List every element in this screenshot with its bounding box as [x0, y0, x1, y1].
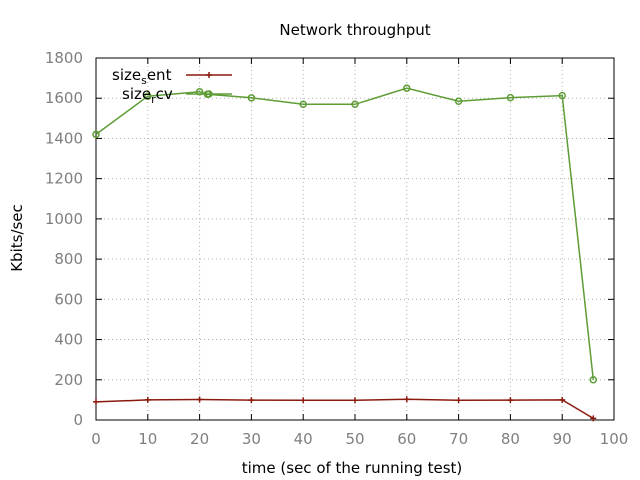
data-point [144, 396, 151, 403]
data-point [558, 91, 566, 100]
y-axis: 0 200 400 600 800 1000 1200 1400 1600 1800 [45, 49, 614, 429]
data-point [144, 92, 152, 100]
y-tick-label: 0 [73, 411, 83, 429]
series-size-sent [93, 396, 597, 422]
data-point [507, 397, 514, 404]
data-point [351, 100, 359, 109]
x-tick-label: 80 [501, 430, 520, 448]
data-point [195, 88, 204, 96]
series-line [95, 398, 594, 420]
data-point [403, 396, 410, 403]
chart-title: Network throughput [279, 21, 430, 39]
data-point [589, 376, 598, 384]
data-point [403, 84, 411, 92]
series-layer [92, 84, 598, 422]
x-tick-label: 10 [138, 430, 157, 448]
legend-label: sizesent [112, 66, 172, 87]
data-point [590, 415, 597, 422]
data-point [506, 93, 515, 102]
y-tick-label: 200 [54, 371, 83, 389]
x-tick-label: 100 [600, 430, 629, 448]
y-tick-label: 1000 [45, 210, 83, 228]
legend-entry-size-rcv: sizercv [122, 85, 232, 106]
y-tick-label: 1600 [45, 89, 83, 107]
series-size-rcv [92, 84, 598, 384]
legend-entry-size-sent: sizesent [112, 66, 232, 87]
data-point [247, 94, 256, 102]
data-point [455, 397, 462, 404]
series-line [95, 87, 595, 380]
data-point [248, 397, 255, 404]
data-point [93, 398, 99, 405]
x-axis-title: time (sec of the running test) [242, 459, 463, 477]
y-tick-label: 600 [54, 290, 83, 308]
y-axis-title: Kbits/sec [8, 204, 26, 272]
x-tick-label: 90 [553, 430, 572, 448]
x-tick-label: 50 [345, 430, 364, 448]
grid [96, 58, 614, 420]
x-axis: 0 10 20 30 40 50 60 70 80 90 100 [91, 58, 628, 448]
data-point [352, 397, 358, 404]
y-tick-label: 1400 [45, 129, 83, 147]
x-tick-label: 70 [449, 430, 468, 448]
x-tick-label: 40 [294, 430, 313, 448]
data-point [454, 97, 463, 105]
y-tick-label: 400 [54, 331, 83, 349]
data-point [300, 397, 307, 404]
y-tick-label: 1200 [45, 170, 83, 188]
y-tick-label: 800 [54, 250, 83, 268]
x-tick-label: 0 [91, 430, 101, 448]
x-tick-label: 60 [397, 430, 416, 448]
legend-marker [205, 90, 213, 98]
x-tick-label: 20 [190, 430, 209, 448]
legend-marker [206, 72, 212, 78]
legend-label: sizercv [122, 85, 173, 106]
data-point [299, 100, 307, 109]
data-point [559, 396, 566, 403]
data-point [196, 396, 203, 403]
x-tick-label: 30 [242, 430, 261, 448]
y-tick-label: 1800 [45, 49, 83, 67]
data-point [92, 130, 100, 139]
